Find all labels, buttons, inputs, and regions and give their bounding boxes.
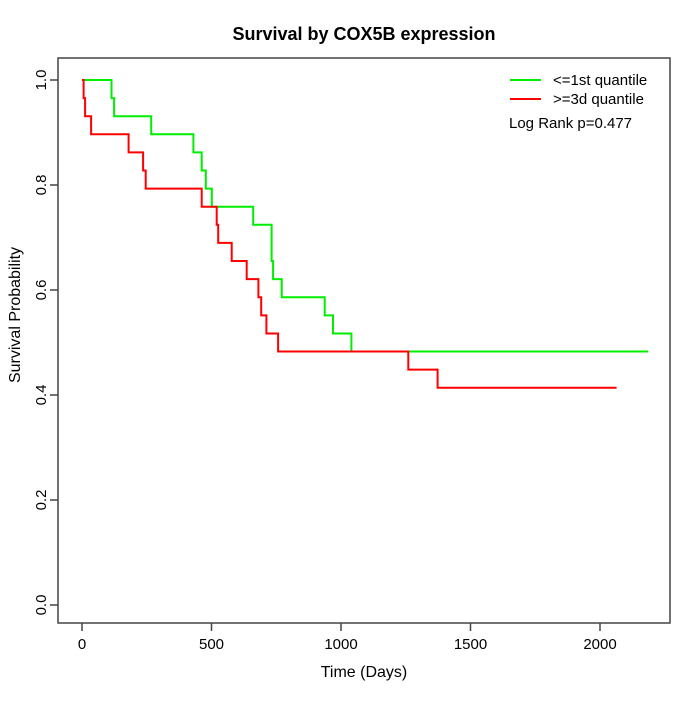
x-tick-label: 500 (199, 636, 224, 653)
y-tick-label: 0.0 (33, 595, 50, 616)
survival-curves (82, 79, 649, 389)
legend-label-third-quantile: >=3d quantile (553, 91, 644, 108)
y-tick-label: 0.8 (33, 175, 50, 196)
x-tick-label: 1500 (454, 636, 487, 653)
plot-box (57, 57, 671, 624)
legend-label-first-quantile: <=1st quantile (553, 72, 647, 89)
y-tick-label: 0.6 (33, 280, 50, 301)
y-axis: 0.0 0.2 0.4 0.6 0.8 1.0 (33, 70, 58, 616)
y-tick-label: 0.2 (33, 490, 50, 511)
y-axis-title: Survival Probability (7, 247, 24, 383)
y-tick-label: 0.4 (33, 385, 50, 406)
y-tick-label: 1.0 (33, 70, 50, 91)
x-tick-label: 1000 (324, 636, 357, 653)
survival-curve-third-quantile (82, 79, 617, 389)
legend: <=1st quantile >=3d quantile Log Rank p=… (509, 72, 647, 132)
x-axis-title: Time (Days) (321, 664, 408, 681)
chart-title: Survival by COX5B expression (232, 24, 495, 44)
x-tick-label: 0 (78, 636, 86, 653)
x-tick-label: 2000 (583, 636, 616, 653)
log-rank-annotation: Log Rank p=0.477 (509, 115, 632, 132)
survival-curve-first-quantile (82, 79, 649, 353)
x-axis: 0 500 1000 1500 2000 (78, 623, 617, 653)
